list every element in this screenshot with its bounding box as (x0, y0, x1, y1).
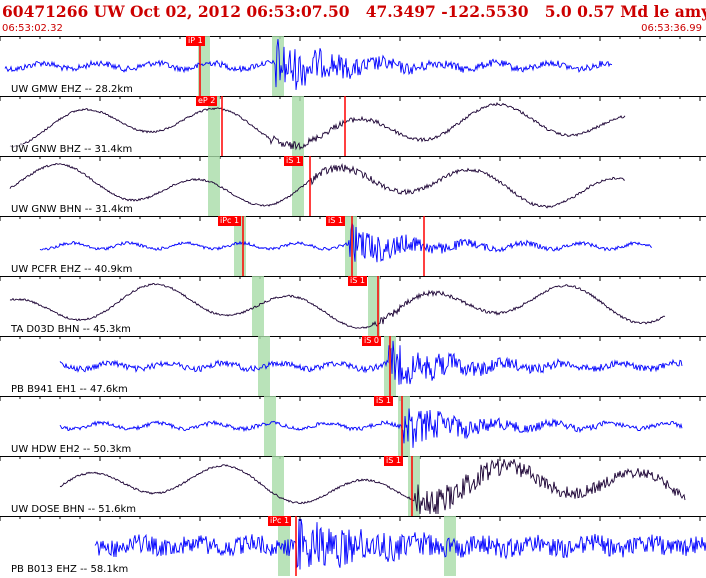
waveform-plot (0, 96, 706, 156)
waveform-plot (0, 456, 706, 516)
phase-pick-label[interactable]: iS 0 (362, 336, 381, 346)
time-window-start: 06:53:02.32 (2, 23, 63, 34)
waveform-plot (0, 396, 706, 456)
station-label: PB B941 EH1 -- 47.6km (10, 384, 129, 396)
waveform-plot (0, 336, 706, 396)
waveform-trace (9, 102, 626, 151)
analysis-window[interactable] (345, 216, 357, 276)
waveform-trace (9, 162, 626, 209)
waveform-trace (39, 222, 653, 263)
analysis-window[interactable] (272, 456, 284, 516)
station-label: UW PCFR EHZ -- 40.9km (10, 264, 134, 276)
channel-panel[interactable]: iS 1 UW GNW BHN -- 31.4km (0, 156, 706, 216)
station-label: UW HDW EH2 -- 50.3km (10, 444, 133, 456)
station-label: PB B013 EHZ -- 58.1km (10, 564, 130, 576)
analysis-window[interactable] (208, 96, 220, 156)
channel-panel[interactable]: iPc 1 PB B013 EHZ -- 58.1km (0, 516, 706, 576)
event-summary-title: 60471266 UW Oct 02, 2012 06:53:07.50 47.… (2, 2, 706, 21)
channel-panel[interactable]: iS 1 UW DOSE BHN -- 51.6km (0, 456, 706, 516)
channel-panel[interactable]: eP 2 UW GNW BHZ -- 31.4km (0, 96, 706, 156)
phase-pick-label[interactable]: iS 1 (348, 276, 367, 286)
waveform-plot (0, 516, 706, 576)
analysis-window[interactable] (292, 156, 304, 216)
phase-pick-label[interactable]: eP 2 (196, 96, 218, 106)
analysis-window[interactable] (368, 276, 380, 336)
waveform-trace (59, 458, 686, 515)
analysis-window[interactable] (208, 156, 220, 216)
station-label: UW GMW EHZ -- 28.2km (10, 84, 134, 96)
waveform-trace (59, 408, 683, 448)
waveform-trace (94, 518, 706, 570)
station-label: TA D03D BHN -- 45.3km (10, 324, 132, 336)
analysis-window[interactable] (278, 516, 290, 576)
phase-pick-label-secondary[interactable]: iS 1 (326, 216, 345, 226)
analysis-window[interactable] (198, 36, 210, 96)
waveform-trace (9, 283, 666, 329)
phase-pick-label[interactable]: iS 1 (374, 396, 393, 406)
channel-panel[interactable]: iPc 1 iS 1 UW PCFR EHZ -- 40.9km (0, 216, 706, 276)
waveform-plot (0, 156, 706, 216)
analysis-window[interactable] (292, 96, 304, 156)
phase-pick-label[interactable]: iP 1 (186, 36, 205, 46)
channel-panel[interactable]: iP 1 UW GMW EHZ -- 28.2km (0, 36, 706, 96)
waveform-trace (4, 39, 613, 90)
phase-pick-label[interactable]: iS 1 (284, 156, 303, 166)
phase-pick-label[interactable]: iPc 1 (268, 516, 292, 526)
analysis-window[interactable] (398, 396, 410, 456)
channel-panel[interactable]: iS 1 TA D03D BHN -- 45.3km (0, 276, 706, 336)
seismogram-panels[interactable]: iP 1 UW GMW EHZ -- 28.2km eP 2 UW GNW BH… (0, 36, 706, 578)
phase-pick-label[interactable]: iS 1 (384, 456, 403, 466)
waveform-plot (0, 36, 706, 96)
waveform-trace (59, 340, 683, 385)
phase-pick-label[interactable]: iPc 1 (218, 216, 242, 226)
station-label: UW DOSE BHN -- 51.6km (10, 504, 138, 516)
time-window-end: 06:53:36.99 (641, 23, 702, 34)
analysis-window[interactable] (264, 396, 276, 456)
station-label: UW GNW BHN -- 31.4km (10, 204, 134, 216)
station-label: UW GNW BHZ -- 31.4km (10, 144, 134, 156)
analysis-window[interactable] (272, 36, 284, 96)
channel-panel[interactable]: iS 1 UW HDW EH2 -- 50.3km (0, 396, 706, 456)
analysis-window[interactable] (258, 336, 270, 396)
channel-panel[interactable]: iS 0 PB B941 EH1 -- 47.6km (0, 336, 706, 396)
